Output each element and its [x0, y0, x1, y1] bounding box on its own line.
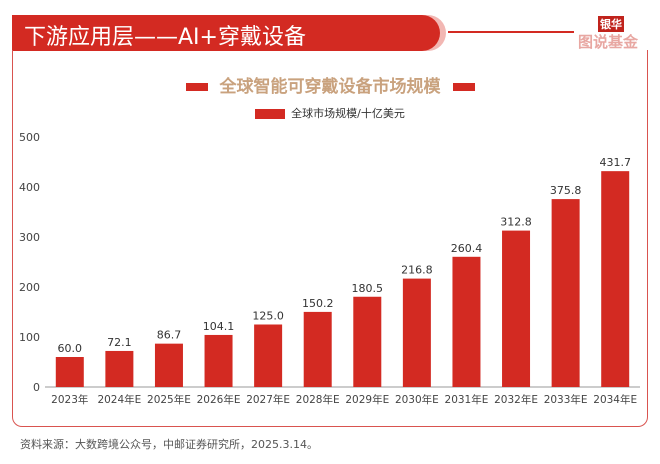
bar: [303, 311, 332, 387]
data-label: 431.7: [599, 156, 631, 169]
y-tick-label: 0: [33, 381, 40, 394]
section-banner: 下游应用层——AI+穿戴设备: [12, 15, 440, 51]
legend-label: 全球市场规模/十亿美元: [291, 107, 405, 120]
title-deco-left: [185, 83, 208, 91]
bar: [551, 199, 580, 387]
bar: [154, 343, 183, 387]
data-label: 125.0: [252, 310, 284, 323]
chart-title: 全球智能可穿戴设备市场规模: [219, 77, 441, 97]
x-tick-label: 2028年E: [296, 393, 340, 406]
x-tick-label: 2029年E: [345, 393, 389, 406]
x-tick-label: 2025年E: [147, 393, 191, 406]
title-deco-right: [452, 83, 475, 91]
y-tick-label: 300: [19, 231, 40, 244]
data-label: 104.1: [203, 320, 235, 333]
bar: [204, 334, 233, 387]
chart-card: [12, 50, 648, 427]
data-label: 60.0: [58, 342, 83, 355]
x-tick-label: 2031年E: [445, 393, 489, 406]
data-label: 312.8: [500, 216, 532, 229]
bar: [353, 296, 382, 387]
logo: 银华 图说基金: [578, 16, 650, 56]
divider: [448, 31, 574, 33]
x-tick-label: 2033年E: [544, 393, 588, 406]
bar: [55, 357, 84, 387]
logo-bottom: 图说基金: [578, 33, 639, 51]
legend-swatch: [255, 109, 286, 119]
data-label: 375.8: [550, 184, 582, 197]
y-tick-label: 200: [19, 281, 40, 294]
x-tick-label: 2034年E: [593, 393, 637, 406]
legend: 全球市场规模/十亿美元: [0, 105, 660, 121]
bar: [601, 171, 630, 387]
x-tick-label: 2032年E: [494, 393, 538, 406]
x-tick-label: 2024年E: [97, 393, 141, 406]
bar: [452, 256, 481, 387]
y-tick-label: 100: [19, 331, 40, 344]
data-label: 150.2: [302, 297, 334, 310]
bar: [502, 230, 531, 387]
y-tick-label: 500: [19, 131, 40, 144]
logo-top: 银华: [598, 16, 624, 32]
bar: [254, 324, 283, 387]
data-label: 86.7: [157, 329, 182, 342]
bar: [402, 278, 431, 387]
x-tick-label: 2030年E: [395, 393, 439, 406]
data-label: 180.5: [352, 282, 384, 295]
data-label: 260.4: [451, 242, 483, 255]
y-tick-label: 400: [19, 181, 40, 194]
data-label: 216.8: [401, 264, 433, 277]
bar: [105, 350, 134, 387]
source-note: 资料来源：大数跨境公众号，中邮证券研究所，2025.3.14。: [20, 438, 318, 451]
chart-title-wrap: 全球智能可穿戴设备市场规模: [0, 72, 660, 97]
banner-title: 下游应用层——AI+穿戴设备: [24, 25, 306, 50]
data-label: 72.1: [107, 336, 132, 349]
x-tick-label: 2027年E: [246, 393, 290, 406]
x-tick-label: 2026年E: [197, 393, 241, 406]
x-tick-label: 2023年: [51, 393, 88, 406]
